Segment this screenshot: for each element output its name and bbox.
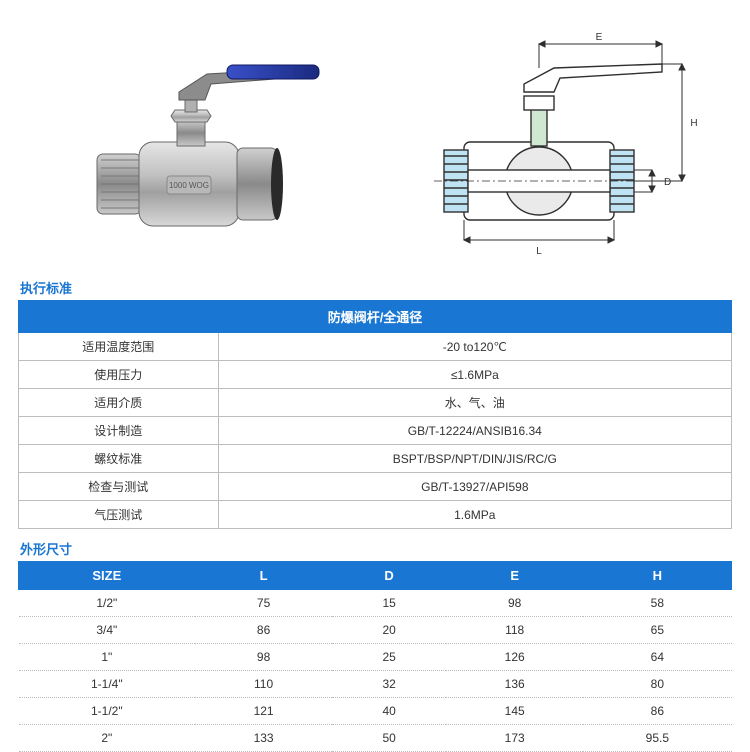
table-row: 1-1/4"1103213680 <box>19 671 732 698</box>
dims-cell: 25 <box>332 644 446 671</box>
table-row: 1/2"75159858 <box>19 590 732 617</box>
specs-header: 防爆阀杆/全通径 <box>19 301 732 333</box>
dims-cell: 133 <box>195 725 332 752</box>
spec-label: 适用温度范围 <box>19 333 219 361</box>
spec-value: BSPT/BSP/NPT/DIN/JIS/RC/G <box>218 445 731 473</box>
dim-label-h: H <box>690 118 697 129</box>
dims-cell: 65 <box>583 617 731 644</box>
table-row: 1-1/2"1214014586 <box>19 698 732 725</box>
dims-cell: 118 <box>446 617 583 644</box>
spec-label: 气压测试 <box>19 501 219 529</box>
dims-cell: 95.5 <box>583 725 731 752</box>
spec-value: 1.6MPa <box>218 501 731 529</box>
dimensions-table: SIZELDEH 1/2"751598583/4"8620118651"9825… <box>18 561 732 752</box>
dims-cell: 98 <box>195 644 332 671</box>
spec-value: GB/T-12224/ANSIB16.34 <box>218 417 731 445</box>
spec-label: 检查与测试 <box>19 473 219 501</box>
table-row: 3/4"862011865 <box>19 617 732 644</box>
dim-label-d: D <box>664 177 671 188</box>
dims-col-header: D <box>332 562 446 590</box>
dims-cell: 126 <box>446 644 583 671</box>
table-row: 使用压力≤1.6MPa <box>19 361 732 389</box>
dims-col-header: SIZE <box>19 562 196 590</box>
dim-label-e: E <box>595 32 602 43</box>
dims-cell: 1" <box>19 644 196 671</box>
table-row: 适用介质水、气、油 <box>19 389 732 417</box>
dims-cell: 80 <box>583 671 731 698</box>
table-row: 适用温度范围-20 to120℃ <box>19 333 732 361</box>
dims-cell: 20 <box>332 617 446 644</box>
dims-cell: 1-1/2" <box>19 698 196 725</box>
dim-label-l: L <box>536 246 542 257</box>
spec-label: 螺纹标准 <box>19 445 219 473</box>
dims-cell: 50 <box>332 725 446 752</box>
dims-cell: 145 <box>446 698 583 725</box>
dims-cell: 136 <box>446 671 583 698</box>
dims-cell: 98 <box>446 590 583 617</box>
svg-text:1000 WOG: 1000 WOG <box>168 181 208 190</box>
dims-cell: 121 <box>195 698 332 725</box>
dims-cell: 40 <box>332 698 446 725</box>
spec-value: -20 to120℃ <box>218 333 731 361</box>
dims-cell: 75 <box>195 590 332 617</box>
section-title-standards: 执行标准 <box>18 278 732 297</box>
dims-cell: 173 <box>446 725 583 752</box>
dims-col-header: L <box>195 562 332 590</box>
technical-diagram: E H D <box>382 22 725 262</box>
spec-label: 适用介质 <box>19 389 219 417</box>
dims-cell: 64 <box>583 644 731 671</box>
images-row: 1000 WOG <box>18 12 732 272</box>
dims-col-header: H <box>583 562 731 590</box>
dims-col-header: E <box>446 562 583 590</box>
dims-cell: 86 <box>195 617 332 644</box>
spec-label: 设计制造 <box>19 417 219 445</box>
section-title-dimensions: 外形尺寸 <box>18 539 732 558</box>
product-photo: 1000 WOG <box>25 22 368 262</box>
dims-cell: 1-1/4" <box>19 671 196 698</box>
dims-cell: 110 <box>195 671 332 698</box>
dims-cell: 15 <box>332 590 446 617</box>
spec-label: 使用压力 <box>19 361 219 389</box>
table-row: 设计制造GB/T-12224/ANSIB16.34 <box>19 417 732 445</box>
spec-value: ≤1.6MPa <box>218 361 731 389</box>
specs-table: 防爆阀杆/全通径 适用温度范围-20 to120℃使用压力≤1.6MPa适用介质… <box>18 300 732 529</box>
dims-cell: 32 <box>332 671 446 698</box>
spec-value: 水、气、油 <box>218 389 731 417</box>
table-row: 螺纹标准BSPT/BSP/NPT/DIN/JIS/RC/G <box>19 445 732 473</box>
table-row: 2"1335017395.5 <box>19 725 732 752</box>
spec-value: GB/T-13927/API598 <box>218 473 731 501</box>
table-row: 1"982512664 <box>19 644 732 671</box>
dims-cell: 3/4" <box>19 617 196 644</box>
dims-cell: 86 <box>583 698 731 725</box>
dims-cell: 1/2" <box>19 590 196 617</box>
dims-cell: 2" <box>19 725 196 752</box>
table-row: 检查与测试GB/T-13927/API598 <box>19 473 732 501</box>
dims-cell: 58 <box>583 590 731 617</box>
table-row: 气压测试1.6MPa <box>19 501 732 529</box>
